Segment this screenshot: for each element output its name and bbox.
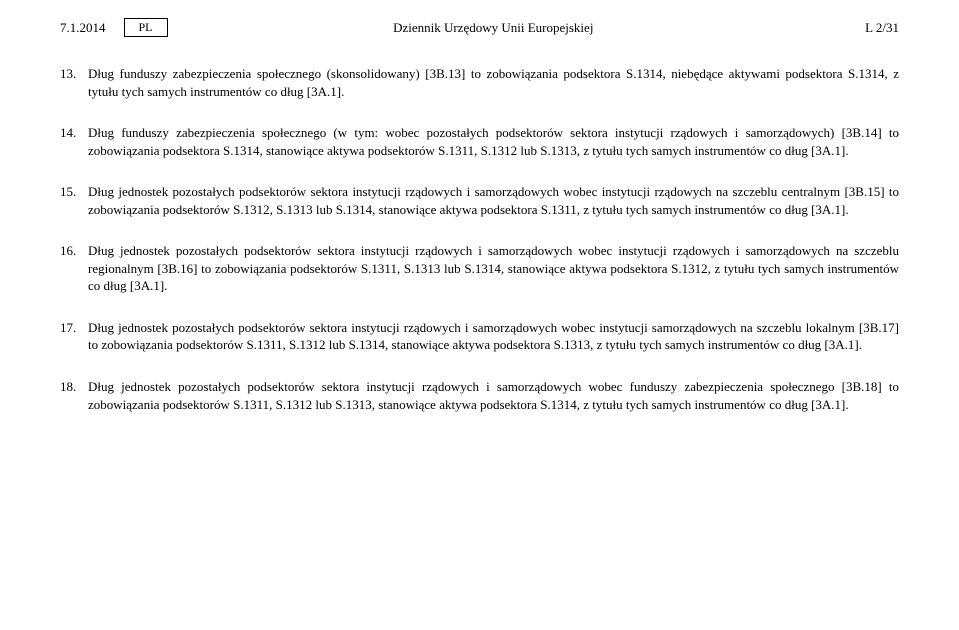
paragraph-18: 18. Dług jednostek pozostałych podsektor… — [60, 378, 899, 413]
para-text: Dług jednostek pozostałych podsektorów s… — [88, 319, 899, 354]
para-num: 14. — [60, 124, 88, 159]
para-num: 16. — [60, 242, 88, 295]
paragraph-14: 14. Dług funduszy zabezpieczenia społecz… — [60, 124, 899, 159]
page-header: 7.1.2014 PL Dziennik Urzędowy Unii Europ… — [60, 18, 899, 37]
para-text: Dług jednostek pozostałych podsektorów s… — [88, 242, 899, 295]
para-num: 18. — [60, 378, 88, 413]
para-num: 13. — [60, 65, 88, 100]
header-date: 7.1.2014 — [60, 20, 106, 36]
paragraph-17: 17. Dług jednostek pozostałych podsektor… — [60, 319, 899, 354]
header-title: Dziennik Urzędowy Unii Europejskiej — [168, 20, 819, 36]
paragraph-16: 16. Dług jednostek pozostałych podsektor… — [60, 242, 899, 295]
lang-box: PL — [124, 18, 168, 37]
para-text: Dług jednostek pozostałych podsektorów s… — [88, 183, 899, 218]
paragraph-15: 15. Dług jednostek pozostałych podsektor… — [60, 183, 899, 218]
para-text: Dług jednostek pozostałych podsektorów s… — [88, 378, 899, 413]
header-pageref: L 2/31 — [819, 20, 899, 36]
para-num: 17. — [60, 319, 88, 354]
para-text: Dług funduszy zabezpieczenia społecznego… — [88, 124, 899, 159]
paragraph-13: 13. Dług funduszy zabezpieczenia społecz… — [60, 65, 899, 100]
para-num: 15. — [60, 183, 88, 218]
para-text: Dług funduszy zabezpieczenia społecznego… — [88, 65, 899, 100]
header-left: 7.1.2014 PL — [60, 18, 168, 37]
